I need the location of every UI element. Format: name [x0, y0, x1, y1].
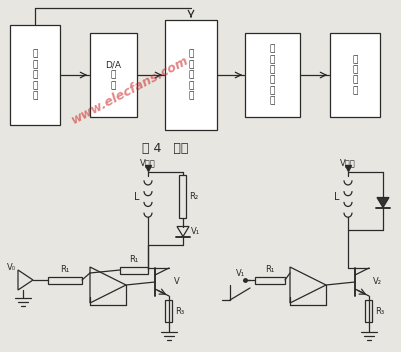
Bar	[48, 277, 82, 283]
Text: V₀: V₀	[8, 264, 16, 272]
Polygon shape	[376, 197, 388, 207]
Text: www.elecfans.com: www.elecfans.com	[69, 54, 190, 126]
Text: 环
形
分
配
器: 环 形 分 配 器	[188, 50, 193, 100]
Bar	[365, 300, 372, 322]
Bar	[254, 277, 284, 283]
Text: V₂: V₂	[372, 277, 381, 287]
Bar	[90, 33, 137, 117]
Text: V＋＋: V＋＋	[140, 158, 156, 168]
Bar	[164, 20, 217, 130]
Text: R₂: R₂	[189, 192, 198, 201]
Text: L: L	[134, 191, 140, 201]
Text: 步
进
电
机: 步 进 电 机	[351, 55, 357, 95]
Text: V₁: V₁	[236, 269, 245, 277]
Bar	[329, 33, 379, 117]
Bar	[120, 266, 148, 274]
Text: R₃: R₃	[175, 307, 184, 315]
Text: R₁: R₁	[129, 256, 138, 264]
Text: 功
率
放
大
电
路: 功 率 放 大 电 路	[269, 44, 275, 106]
Text: D/A
转
换: D/A 转 换	[105, 60, 121, 90]
Text: V₁: V₁	[190, 227, 200, 236]
Text: R₃: R₃	[375, 307, 384, 315]
Bar	[10, 25, 60, 125]
Text: 单
片
机
系
统: 单 片 机 系 统	[32, 50, 38, 100]
Bar	[179, 175, 186, 218]
Text: L: L	[334, 191, 339, 201]
Bar	[165, 300, 172, 322]
Text: V: V	[174, 277, 179, 287]
Text: 图 4   推图: 图 4 推图	[142, 142, 188, 155]
Bar	[244, 33, 299, 117]
Text: V＋＋: V＋＋	[339, 158, 355, 168]
Text: R₁: R₁	[265, 265, 274, 275]
Text: R₁: R₁	[60, 265, 69, 275]
